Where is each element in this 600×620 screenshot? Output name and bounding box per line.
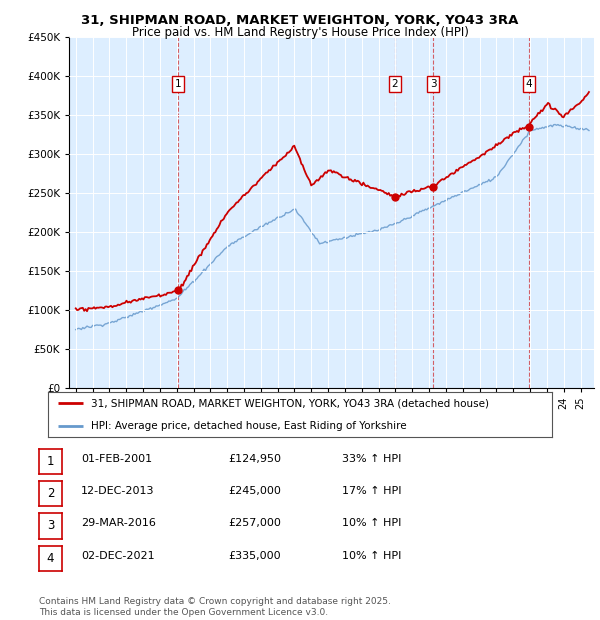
- Text: Price paid vs. HM Land Registry's House Price Index (HPI): Price paid vs. HM Land Registry's House …: [131, 26, 469, 39]
- Text: Contains HM Land Registry data © Crown copyright and database right 2025.
This d: Contains HM Land Registry data © Crown c…: [39, 598, 391, 617]
- Text: 2: 2: [47, 487, 54, 500]
- Text: 3: 3: [430, 79, 437, 89]
- Text: 2: 2: [391, 79, 398, 89]
- Text: £124,950: £124,950: [228, 454, 281, 464]
- Text: 29-MAR-2016: 29-MAR-2016: [81, 518, 156, 528]
- Text: 4: 4: [47, 552, 54, 565]
- Text: 4: 4: [526, 79, 532, 89]
- Text: 10% ↑ HPI: 10% ↑ HPI: [342, 551, 401, 560]
- Text: 10% ↑ HPI: 10% ↑ HPI: [342, 518, 401, 528]
- Text: 17% ↑ HPI: 17% ↑ HPI: [342, 486, 401, 496]
- Text: 02-DEC-2021: 02-DEC-2021: [81, 551, 155, 560]
- Text: £245,000: £245,000: [228, 486, 281, 496]
- Text: £257,000: £257,000: [228, 518, 281, 528]
- Text: £335,000: £335,000: [228, 551, 281, 560]
- Text: 33% ↑ HPI: 33% ↑ HPI: [342, 454, 401, 464]
- Text: 31, SHIPMAN ROAD, MARKET WEIGHTON, YORK, YO43 3RA: 31, SHIPMAN ROAD, MARKET WEIGHTON, YORK,…: [82, 14, 518, 27]
- Text: 31, SHIPMAN ROAD, MARKET WEIGHTON, YORK, YO43 3RA (detached house): 31, SHIPMAN ROAD, MARKET WEIGHTON, YORK,…: [91, 398, 489, 408]
- Text: 12-DEC-2013: 12-DEC-2013: [81, 486, 155, 496]
- Text: 3: 3: [47, 520, 54, 533]
- Text: HPI: Average price, detached house, East Riding of Yorkshire: HPI: Average price, detached house, East…: [91, 421, 406, 431]
- Text: 1: 1: [175, 79, 181, 89]
- Text: 1: 1: [47, 455, 54, 468]
- Text: 01-FEB-2001: 01-FEB-2001: [81, 454, 152, 464]
